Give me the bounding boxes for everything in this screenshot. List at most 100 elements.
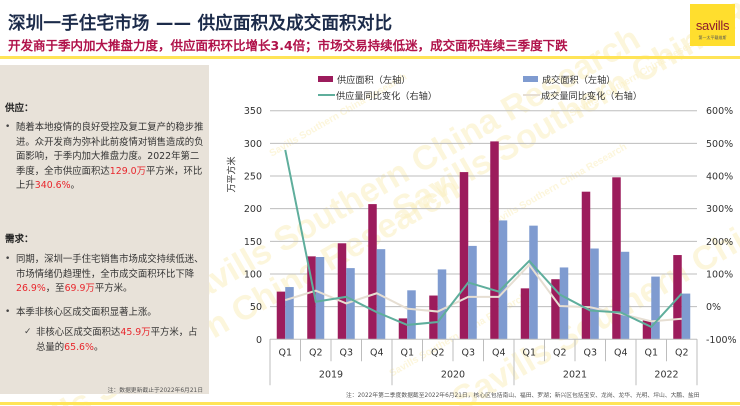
right-axis-tick-label: 0%	[706, 302, 721, 313]
supply-bar	[368, 204, 377, 340]
supply-qoq-value: 340.6%	[34, 180, 71, 192]
supply-bar	[337, 243, 347, 340]
x-axis-category-label: Q1	[278, 347, 292, 358]
supply-bar	[581, 191, 591, 340]
panel-note: 注：数据更新截止于2022年6月21日	[107, 388, 203, 394]
right-axis-tick-label: -100%	[706, 335, 737, 346]
transaction-bar	[407, 290, 416, 340]
legend-swatch-transaction	[523, 76, 538, 82]
logo-sub-text: 第一太平戴维斯	[698, 35, 727, 40]
text-segment: 。	[70, 180, 80, 192]
left-axis-tick-label: 0	[256, 335, 262, 346]
transaction-bar	[468, 245, 477, 340]
bullet-icon: •	[5, 122, 11, 132]
legend-label: 供应量同比变化（右轴）	[336, 91, 438, 102]
x-axis-year-label: 2019	[319, 369, 343, 380]
supply-bar	[612, 177, 621, 340]
demand-heading: 需求：	[5, 234, 34, 245]
legend-item-transaction-yoy: 成交量同比变化（右轴）	[523, 88, 642, 102]
transaction-bar	[346, 268, 355, 340]
x-axis-category-label: Q2	[553, 347, 567, 358]
legend-label: 供应面积（左轴）	[337, 75, 411, 86]
x-axis-category-label: Q3	[461, 347, 475, 358]
savills-logo: savills 第一太平戴维斯	[690, 4, 735, 46]
legend-item-supply-yoy: 供应量同比变化（右轴）	[318, 88, 437, 102]
check-icon: ✓	[24, 327, 32, 337]
x-axis-category-label: Q3	[583, 347, 597, 358]
text-segment: ，至	[45, 283, 65, 295]
legend-label: 成交量同比变化（右轴）	[541, 91, 643, 102]
text-segment: 同期，深圳一手住宅销售市场成交持续低迷、市场情绪仍趋理性，全市成交面积环比下降	[16, 254, 204, 280]
left-axis-tick-label: 350	[244, 106, 262, 117]
legend-swatch-supply-yoy	[318, 94, 335, 96]
left-axis-tick-label: 100	[244, 269, 262, 280]
transaction-qoq-value: 26.9%	[16, 283, 46, 295]
right-axis-tick-label: 100%	[706, 269, 733, 280]
page-subtitle: 开发商于季内加大推盘力度，供应面积环比增长3.4倍；市场交易持续低迷，成交面积连…	[8, 38, 568, 53]
non-core-detail: 非核心区成交面积达45.9万平方米，占总量的65.6%。	[36, 326, 204, 355]
transaction-bar	[559, 267, 569, 340]
bullet-icon: •	[5, 254, 11, 264]
x-axis-category-label: Q3	[339, 347, 353, 358]
non-core-area-value: 45.9万	[120, 327, 151, 338]
legend-item-transaction: 成交面积（左轴）	[523, 72, 616, 86]
transaction-bar	[681, 293, 691, 340]
transaction-bar	[590, 248, 599, 340]
transaction-bar	[315, 257, 325, 340]
transaction-bar	[498, 220, 508, 340]
x-axis-category-label: Q2	[675, 347, 689, 358]
supply-yoy-line	[284, 149, 683, 329]
legend-item-supply: 供应面积（左轴）	[318, 72, 411, 86]
transaction-bar	[651, 276, 660, 340]
page-title: 深圳一手住宅市场 —— 供应面积及成交面积对比	[8, 14, 393, 34]
x-axis-category-label: Q4	[614, 347, 628, 358]
left-axis-tick-label: 50	[250, 302, 262, 313]
left-axis-tick-label: 200	[244, 204, 262, 215]
transaction-bar	[529, 225, 538, 340]
supply-bar	[429, 295, 438, 340]
non-core-paragraph: 本季非核心区成交面积显著上涨。	[16, 307, 157, 318]
x-axis-category-label: Q4	[370, 347, 384, 358]
right-axis-tick-label: 600%	[706, 106, 733, 117]
left-axis-tick-label: 300	[244, 139, 262, 150]
legend-label: 成交面积（左轴）	[542, 75, 616, 86]
supply-bar	[276, 291, 286, 340]
x-axis-year-label: 2020	[441, 369, 465, 380]
logo-brand-text: savills	[695, 18, 730, 33]
y-axis-label: 万平方米	[227, 156, 238, 193]
right-axis-tick-label: 200%	[706, 237, 733, 248]
supply-bar	[520, 288, 530, 340]
commentary-panel: 供应： • 随着本地疫情的良好受控及复工复产的稳步推进。众开发商为弥补此前疫情对…	[0, 65, 209, 394]
x-axis-category-label: Q1	[400, 347, 414, 358]
bullet-icon: •	[5, 307, 11, 317]
text-segment: 。	[93, 341, 104, 353]
supply-bar	[490, 141, 499, 340]
right-axis-tick-label: 500%	[706, 139, 733, 150]
x-axis-year-label: 2021	[563, 369, 587, 380]
right-axis-tick-label: 400%	[706, 172, 733, 183]
demand-paragraph: 同期，深圳一手住宅销售市场成交持续低迷、市场情绪仍趋理性，全市成交面积环比下降 2…	[16, 253, 204, 297]
text-segment: 非核心区成交面积达	[36, 327, 121, 338]
transaction-area-value: 69.9万	[64, 283, 95, 295]
left-axis-tick-label: 250	[244, 172, 262, 183]
transaction-bar	[620, 251, 630, 340]
supply-bar	[307, 256, 316, 340]
supply-area-value: 129.0万	[109, 165, 146, 177]
chart-footnote: 注：2022年第二季度数据截至2022年6月21日，核心区包括南山、福田、罗湖；…	[346, 393, 700, 399]
footer-divider	[0, 402, 740, 405]
transaction-bar	[285, 287, 294, 340]
right-axis-tick-label: 300%	[706, 204, 733, 215]
supply-bar	[459, 172, 469, 340]
legend-swatch-supply	[318, 76, 333, 82]
supply-paragraph: 随着本地疫情的良好受控及复工复产的稳步推进。众开发商为弥补此前疫情对销售造成的负…	[16, 121, 204, 194]
text-segment: 平方米，占总量的	[36, 327, 198, 353]
x-axis-category-label: Q2	[309, 347, 323, 358]
x-axis-category-label: Q1	[644, 347, 658, 358]
text-segment: 随着本地疫情的良好受控及复工复产的稳步推进。众开发商为弥补此前疫情对销售造成的负…	[16, 122, 204, 177]
legend-swatch-transaction-yoy	[523, 94, 540, 96]
x-axis-category-label: Q2	[431, 347, 445, 358]
supply-heading: 供应：	[5, 103, 34, 114]
supply-bar	[642, 320, 652, 340]
